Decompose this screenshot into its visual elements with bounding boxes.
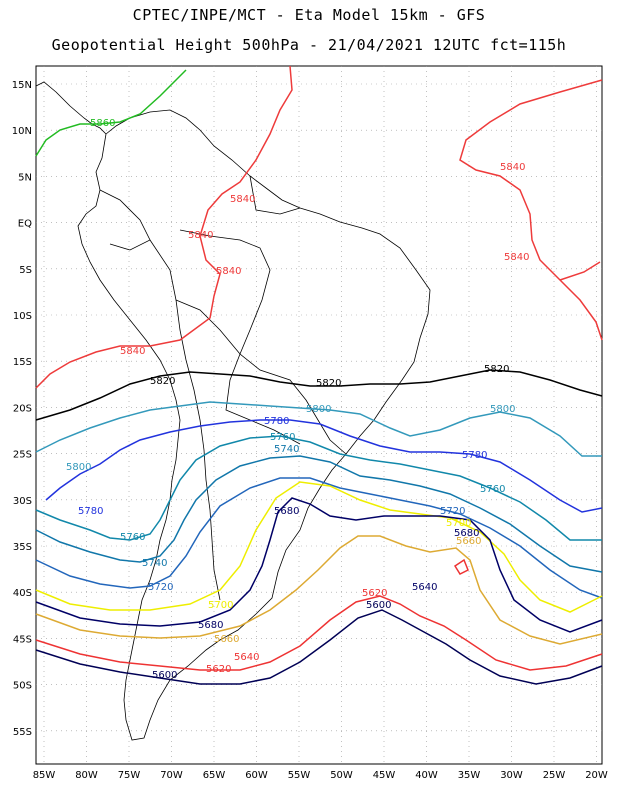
contour-label: 5680	[198, 620, 223, 631]
longitude-label: 55W	[288, 770, 311, 781]
longitude-label: 65W	[203, 770, 226, 781]
contour-5600	[35, 609, 603, 685]
longitude-label: 35W	[458, 770, 481, 781]
contour-label: 5840	[120, 346, 145, 357]
latitude-label: 15S	[13, 357, 32, 368]
contour-label: 5700	[208, 600, 233, 611]
longitude-label: 30W	[500, 770, 523, 781]
country-borders	[35, 81, 431, 741]
contour-label: 5760	[270, 432, 295, 443]
contour-label: 5660	[456, 536, 481, 547]
bolivia-border	[175, 299, 241, 355]
longitude-label: 85W	[33, 770, 56, 781]
longitude-labels: 85W 80W 75W 70W 65W 60W 55W 50W 45W 40W 35W 30W 25W 2…	[33, 770, 608, 781]
contour-label: 5660	[214, 634, 239, 645]
contour-label: 5640	[412, 582, 437, 593]
andes-border	[149, 239, 221, 601]
contour-5840-east	[459, 79, 603, 341]
south-america-coast	[77, 109, 431, 741]
latitude-label: 30S	[13, 496, 32, 507]
contour-label: 5720	[440, 506, 465, 517]
contour-label: 5780	[78, 506, 103, 517]
latitude-label: 25S	[13, 450, 32, 461]
contour-label: 5680	[274, 506, 299, 517]
latitude-label: 15N	[12, 80, 32, 91]
contour-label: 5700	[446, 518, 471, 529]
contour-label: 5760	[480, 484, 505, 495]
contour-label: 5760	[120, 532, 145, 543]
contour-label: 5820	[150, 376, 175, 387]
contour-label: 5600	[366, 600, 391, 611]
contour-label: 5800	[66, 462, 91, 473]
contour-5620	[35, 595, 603, 671]
longitude-label: 20W	[585, 770, 608, 781]
contour-label: 5840	[500, 162, 525, 173]
contour-label: 5800	[490, 404, 515, 415]
contour-5780	[45, 419, 603, 513]
longitude-label: 60W	[245, 770, 268, 781]
latitude-label: 45S	[13, 634, 32, 645]
contour-5840-east-closure	[559, 261, 601, 281]
longitude-label: 80W	[75, 770, 98, 781]
latitude-label: 5S	[19, 265, 32, 276]
contour-label: 5600	[152, 670, 177, 681]
contour-label: 5640	[234, 652, 259, 663]
contour-5760	[35, 435, 602, 541]
contour-label: 5720	[148, 582, 173, 593]
contour-5860	[35, 69, 187, 157]
paraguay-border	[225, 353, 301, 445]
contour-5660	[35, 535, 603, 645]
contour-label: 5840	[230, 194, 255, 205]
contour-label: 5820	[316, 378, 341, 389]
contour-label: 5620	[362, 588, 387, 599]
latitude-label: 55S	[13, 727, 32, 738]
longitude-label: 75W	[118, 770, 141, 781]
contour-label: 5820	[484, 364, 509, 375]
contour-label: 5780	[462, 450, 487, 461]
latitude-label: EQ	[18, 219, 32, 230]
longitude-label: 45W	[373, 770, 396, 781]
contour-label: 5800	[306, 404, 331, 415]
latitude-label: 10N	[12, 126, 32, 137]
contour-label: 5840	[216, 266, 241, 277]
latitude-label: 50S	[13, 681, 32, 692]
contour-label: 5740	[142, 558, 167, 569]
longitude-label: 50W	[330, 770, 353, 781]
latitude-label: 10S	[13, 311, 32, 322]
title-line-2: Geopotential Height 500hPa - 21/04/2021 …	[51, 36, 567, 54]
contour-5720	[35, 477, 603, 599]
latitude-labels: 15N 10N 5N EQ 5S 10S 15S 20S 25S 30S 35S 40S 45S 50S 5…	[12, 80, 32, 738]
contour-label: 5620	[206, 664, 231, 675]
guianas-border	[249, 175, 301, 215]
contour-label: 5740	[274, 444, 299, 455]
latitude-label: 20S	[13, 403, 32, 414]
contour-5640	[36, 564, 602, 660]
brazil-border	[179, 229, 347, 455]
contour-5740	[35, 455, 603, 573]
latitude-label: 40S	[13, 588, 32, 599]
map-frame	[35, 65, 603, 765]
latitude-label: 35S	[13, 542, 32, 553]
contour-5640-closed-high	[453, 558, 469, 575]
contour-5800	[35, 401, 602, 457]
contour-label: 5680	[454, 528, 479, 539]
longitude-label: 25W	[543, 770, 566, 781]
contour-label: 5780	[264, 416, 289, 427]
contour-label: 5840	[188, 230, 213, 241]
colombia-border	[99, 189, 151, 251]
contour-labels: 5860 5840 5840 5840 5840 5840 5840 5820 …	[66, 118, 529, 681]
longitude-label: 70W	[160, 770, 183, 781]
contour-label: 5840	[504, 252, 529, 263]
contour-5840-north	[35, 65, 293, 389]
longitude-label: 40W	[415, 770, 438, 781]
title-line-1: CPTEC/INPE/MCT - Eta Model 15km - GFS	[132, 6, 486, 24]
central-america-coast	[35, 81, 107, 135]
contour-label: 5860	[90, 118, 115, 129]
contour-5820	[35, 369, 603, 421]
contour-5680	[35, 497, 603, 633]
latitude-label: 5N	[18, 172, 32, 183]
contour-5700	[35, 481, 603, 613]
height-contours	[35, 65, 603, 685]
